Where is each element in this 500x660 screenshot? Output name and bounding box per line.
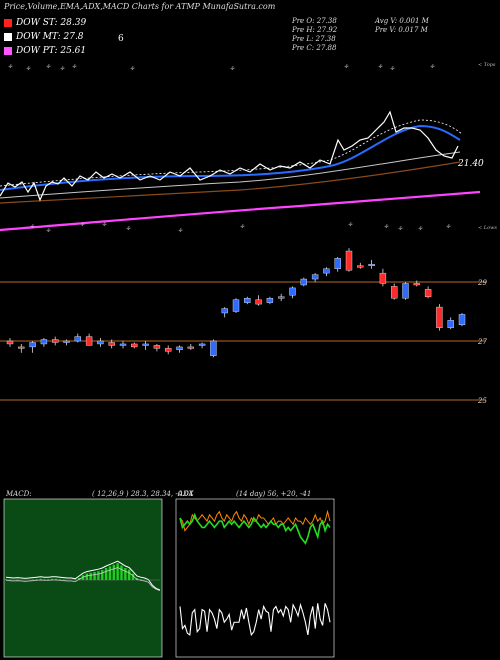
swing-low-mark: ✢ [384,224,389,230]
swing-marks-group: ✢ ✢ ✢ ✢ ✢ ✢ ✢ ✢ ✢ ✢ ✢ ✢ ✢ ✢ ✢ ✢ ✢ ✢ ✢ ✢ ✢ ✢ ✢ [8,64,451,234]
legend-label-pt: DOW PT: 25.61 [16,46,87,56]
swing-high-mark: ✢ [130,66,135,72]
candle-body [153,345,161,349]
pre-low: Pre L: 27.38 [292,35,336,43]
legend-swatch-st [4,19,12,27]
legend-label-mt: DOW MT: 27.8 [16,32,84,42]
swing-high-mark: ✢ [344,64,349,70]
candle-body [18,346,25,349]
legend-dow-mt: DOW MT: 27.8 [4,32,84,42]
candle-body [391,286,398,299]
swing-high-mark: ✢ [8,64,13,70]
price-level-29-label: 29 [477,279,487,287]
swing-low-mark: ✢ [398,226,403,232]
candle-body [119,343,127,346]
legend-dow-st: DOW ST: 28.39 [4,18,86,28]
candle-body [74,336,82,342]
candle-body [40,339,48,345]
avg-volume: Avg V: 0.001 M [375,17,429,25]
macd-params: ( 12,26,9 ) 28.3, 28.34, -0.04 [92,490,194,498]
candle-body [108,342,115,346]
legend-swatch-mt [4,33,12,41]
swing-low-mark: ✢ [126,226,131,232]
candle-body [97,340,104,345]
lows-label: < Lows [478,225,497,231]
swing-low-mark: ✢ [102,222,107,228]
candle-body [176,346,183,351]
candle-body [323,268,330,274]
candle-body [221,308,228,314]
legend-dow-pt: DOW PT: 25.61 [4,46,86,56]
legend-label-st: DOW ST: 28.39 [16,18,87,28]
candle-body [300,278,307,286]
swing-low-mark: ✢ [30,224,35,230]
dow-pt-magenta-line [0,190,481,232]
swing-high-mark: ✢ [60,66,65,72]
candle-body [266,298,274,303]
ema-short-line [0,124,461,191]
swing-low-mark: ✢ [80,222,85,228]
candle-body [85,336,93,346]
candle-body [458,314,466,325]
count-label: 6 [118,34,124,44]
swing-low-mark: ✢ [178,228,183,234]
candle-body [424,289,432,297]
candle-body [345,250,353,271]
candles-group [6,248,466,358]
candle-body [311,274,319,280]
swing-high-mark: ✢ [378,64,383,70]
candle-body [289,287,296,296]
candle-body [131,343,138,348]
candle-body [413,283,420,286]
candle-body [447,320,454,328]
swing-high-mark: ✢ [46,64,51,70]
price-level-27-label: 27 [477,338,487,346]
swing-high-mark: ✢ [72,64,77,70]
pre-close: Pre C: 27.88 [292,44,337,52]
candle-body [379,272,387,284]
candle-body [255,299,262,305]
candle-body [198,343,206,346]
swing-low-mark: ✢ [46,228,51,234]
tops-label: < Tops [478,62,496,68]
swing-high-mark: ✢ [26,66,31,72]
chart-title: Price,Volume,EMA,ADX,MACD Charts for ATM… [4,2,276,11]
swing-low-mark: ✢ [446,224,451,230]
ema-long-line [0,161,461,204]
adx-params: (14 day) 56, +20, -41 [236,490,312,498]
swing-low-mark: ✢ [348,222,353,228]
candle-body [232,299,240,312]
swing-high-mark: ✢ [430,64,435,70]
price-white-line [0,110,459,202]
candle-body [334,258,341,269]
pre-high: Pre H: 27.92 [292,26,338,34]
candle-body [368,264,375,266]
candle-body [142,343,149,346]
candle-body [357,265,364,268]
pre-volume: Pre V: 0.017 M [375,26,428,34]
candle-body [244,298,251,303]
ema-mid-line [0,151,461,199]
macd-label: MACD: [6,490,32,498]
candle-body [278,296,285,299]
candle-body [63,340,70,343]
swing-low-mark: ✢ [418,226,423,232]
candle-body [402,283,409,299]
ema-value-label: 21.40 [457,159,484,169]
pre-open: Pre O: 27.38 [292,17,337,25]
price-level-25-label: 25 [477,397,487,405]
candle-body [164,348,172,352]
swing-high-mark: ✢ [390,66,395,72]
candle-body [6,340,14,345]
candle-body [436,306,443,328]
candle-body [52,339,59,343]
candle-body [29,342,36,348]
candle-body [210,340,217,356]
candle-body [187,346,195,349]
swing-high-mark: ✢ [230,66,235,72]
legend-swatch-pt [4,47,12,55]
adx-label: ADX [178,490,194,498]
swing-low-mark: ✢ [240,224,245,230]
